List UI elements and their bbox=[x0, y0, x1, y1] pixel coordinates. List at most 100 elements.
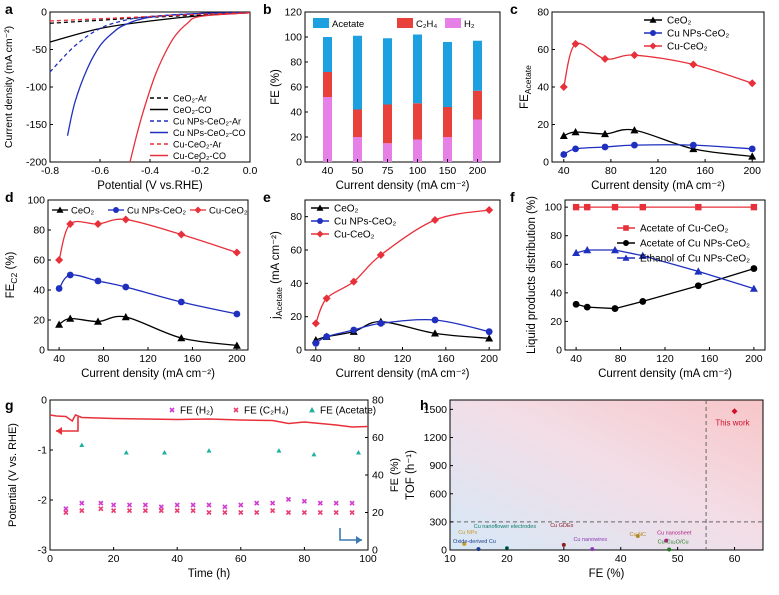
data-point bbox=[559, 83, 568, 91]
data-point bbox=[377, 319, 385, 327]
data-point bbox=[750, 203, 758, 211]
data-point bbox=[431, 216, 439, 224]
y-tick-label: 20 bbox=[290, 311, 302, 323]
data-point bbox=[301, 509, 307, 516]
bar-segment bbox=[323, 72, 332, 97]
x-tick-label: 40 bbox=[322, 165, 334, 177]
x-tick-label: 120 bbox=[394, 353, 412, 365]
y-tick-label: -150 bbox=[26, 119, 47, 131]
data-point bbox=[462, 541, 467, 546]
x-tick-label: 40 bbox=[558, 165, 570, 177]
point-label: Cu nanowires bbox=[573, 537, 607, 543]
legend-label: Cu-CeO₂-CO bbox=[173, 151, 226, 161]
point-label: Cu NC bbox=[630, 532, 647, 538]
series-line bbox=[315, 321, 490, 341]
legend-label: H₂ bbox=[464, 19, 475, 30]
x-tick-label: 80 bbox=[98, 353, 110, 365]
bar-segment bbox=[353, 109, 362, 137]
data-point bbox=[63, 509, 69, 516]
y-tick-label: 1500 bbox=[424, 404, 448, 416]
legend-marker bbox=[649, 16, 657, 23]
y-tick-label: -2 bbox=[38, 495, 47, 507]
data-point bbox=[222, 504, 228, 510]
legend-label: Cu NPs-CeO₂ bbox=[667, 29, 729, 40]
data-point bbox=[572, 300, 580, 308]
y-tick-label: 100 bbox=[544, 202, 562, 214]
data-point bbox=[561, 542, 566, 547]
data-point bbox=[631, 141, 638, 149]
data-point bbox=[317, 500, 323, 506]
plot-frame bbox=[449, 399, 764, 551]
bar-segment bbox=[353, 137, 362, 162]
legend-marker bbox=[113, 207, 119, 213]
data-point bbox=[601, 129, 609, 138]
data-point bbox=[695, 203, 702, 211]
bar-segment bbox=[413, 34, 422, 104]
y-tick-label: -100 bbox=[26, 82, 47, 94]
data-point bbox=[111, 502, 117, 508]
data-point bbox=[750, 265, 758, 272]
data-point bbox=[190, 502, 196, 508]
panel-label: b bbox=[263, 1, 272, 17]
y-tick-label: 20 bbox=[537, 119, 549, 131]
data-point bbox=[584, 203, 591, 211]
legend-label: Cu NPs-CeO₂-CO bbox=[173, 128, 246, 138]
legend-marker bbox=[169, 407, 175, 413]
bar-segment bbox=[323, 37, 332, 72]
data-point bbox=[238, 509, 244, 516]
legend-label: Cu NPs-CeO₂ bbox=[127, 206, 186, 217]
panel-label: f bbox=[510, 189, 515, 205]
data-point bbox=[639, 298, 647, 305]
series-line bbox=[315, 319, 490, 344]
x-tick-label: 200 bbox=[228, 353, 246, 365]
y-tick-label: 100 bbox=[284, 32, 302, 44]
x-tick-label: 100 bbox=[359, 553, 377, 565]
y-tick-label: 0 bbox=[296, 345, 302, 357]
data-point bbox=[476, 547, 481, 552]
x-tick-label: 120 bbox=[649, 165, 667, 177]
x-tick-label: 20 bbox=[501, 553, 513, 565]
panel-label: c bbox=[510, 1, 518, 17]
x-tick-label: 120 bbox=[139, 353, 157, 365]
legend-label: Cu NPs-CeO₂-Ar bbox=[173, 117, 241, 127]
x-axis-label: Current density (mA cm⁻²) bbox=[598, 368, 732, 380]
data-point bbox=[121, 313, 130, 321]
data-point bbox=[630, 126, 639, 134]
x-axis-label: Current density (mA cm⁻²) bbox=[336, 180, 470, 192]
x-tick-label: 40 bbox=[570, 353, 582, 365]
point-label: Cu nanoflower electrodes bbox=[474, 524, 537, 530]
x-tick-label: 200 bbox=[743, 165, 761, 177]
data-point bbox=[355, 450, 361, 455]
x-tick-label: 160 bbox=[184, 353, 202, 365]
y-axis-label: FEC2 (%) bbox=[5, 251, 19, 298]
bar-segment bbox=[323, 97, 332, 162]
legend-label: Cu-CeO₂ bbox=[667, 42, 708, 53]
x-tick-label: 80 bbox=[353, 353, 365, 365]
legend-label: Cu-CeO₂ bbox=[334, 230, 375, 241]
left-axis-arrow bbox=[56, 417, 79, 432]
y-tick-label: -1 bbox=[38, 445, 47, 457]
data-point bbox=[238, 502, 244, 508]
bar-segment bbox=[383, 104, 392, 144]
legend-marker bbox=[317, 218, 323, 224]
y2-tick-label: 20 bbox=[372, 507, 384, 519]
data-point bbox=[79, 500, 85, 506]
data-point bbox=[322, 294, 331, 303]
data-point bbox=[560, 151, 568, 158]
legend-label: Acetate bbox=[332, 19, 364, 30]
bar-segment bbox=[473, 40, 482, 91]
panel-d: d 40 80 120 160 200 Current density (mA cm⁻²) 0… bbox=[5, 189, 249, 380]
y-axis-label: Liquid products distribution (%) bbox=[526, 196, 538, 354]
panel-f: f 40 80 120 160 200 Current density (mA cm⁻²) 0… bbox=[510, 189, 766, 380]
data-point bbox=[142, 508, 148, 514]
data-point bbox=[333, 509, 339, 516]
y-tick-label: 0 bbox=[441, 545, 447, 557]
data-point bbox=[94, 277, 102, 285]
data-point bbox=[333, 500, 339, 506]
x-tick-label: 160 bbox=[437, 353, 455, 365]
x-tick-label: 160 bbox=[696, 165, 714, 177]
y-tick-label: 60 bbox=[290, 245, 302, 257]
legend-marker bbox=[622, 254, 630, 261]
data-point bbox=[601, 143, 609, 151]
series-line bbox=[563, 128, 753, 158]
